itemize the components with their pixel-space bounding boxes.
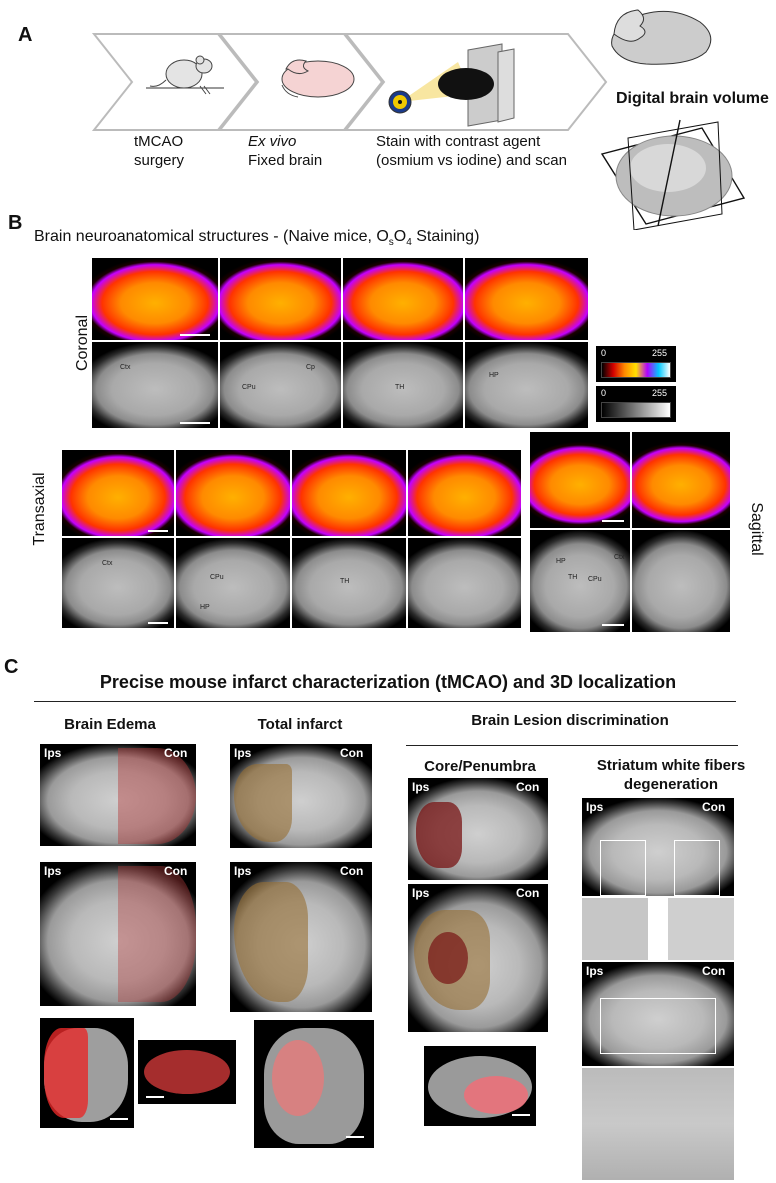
colorbar-heat: 0 255	[596, 346, 676, 382]
scanner-icon	[388, 43, 515, 127]
colorbar-gray: 0 255	[596, 386, 676, 422]
total-infarct-header: Total infarct	[257, 716, 343, 733]
striatum-zoom-con	[668, 898, 734, 960]
step2-caption: Ex vivo Fixed brain	[248, 133, 323, 169]
brain-outline-icon	[611, 9, 712, 65]
core-transaxial: Ips Con	[408, 884, 548, 1032]
mouse-icon	[146, 55, 224, 95]
sagittal-heat-1	[530, 432, 630, 528]
coronal-gray-2: CPu Cp	[220, 342, 341, 428]
coronal-gray-4: HP	[465, 342, 588, 428]
transaxial-gray-4	[408, 538, 521, 628]
striatum-zoom-transaxial	[582, 1068, 734, 1180]
transaxial-gray-1: Ctx	[62, 538, 174, 628]
striatum-coronal: Ips Con	[582, 798, 734, 896]
sagittal-gray-1: HP TH CPu Ctx	[530, 530, 630, 632]
edema-transaxial: Ips Con	[40, 862, 196, 1006]
panel-b-title: Brain neuroanatomical structures - (Naiv…	[34, 228, 480, 249]
core-3d	[424, 1046, 536, 1126]
coronal-label: Coronal	[74, 314, 91, 372]
striatum-transaxial: Ips Con	[582, 962, 734, 1066]
lesion-rule	[406, 745, 738, 746]
sagittal-heat-2	[632, 432, 730, 528]
transaxial-gray-2: CPu HP	[176, 538, 290, 628]
brain-volume-3d	[600, 119, 746, 230]
edema-3d-1	[40, 1018, 134, 1128]
coronal-heat-1	[92, 258, 218, 340]
sagittal-gray-2	[632, 530, 730, 632]
transaxial-heat-4	[408, 450, 521, 536]
total-infarct-transaxial: Ips Con	[230, 862, 372, 1012]
edema-coronal: Ips Con	[40, 744, 196, 846]
panel-c-title: Precise mouse infarct characterization (…	[99, 672, 677, 692]
edema-3d-2	[138, 1040, 236, 1104]
fixed-brain-icon	[281, 59, 355, 98]
sagittal-label: Sagittal	[748, 502, 765, 556]
total-infarct-coronal: Ips Con	[230, 744, 372, 848]
panel-b-letter: B	[8, 212, 23, 234]
panel-a-letter: A	[18, 24, 33, 46]
edema-header: Brain Edema	[64, 716, 156, 733]
transaxial-heat-1	[62, 450, 174, 536]
lesion-header: Brain Lesion discrimination	[471, 712, 669, 729]
workflow-arrows	[91, 33, 608, 131]
coronal-gray-3: TH	[343, 342, 463, 428]
core-header: Core/Penumbra	[424, 758, 536, 775]
transaxial-label: Transaxial	[31, 472, 48, 546]
coronal-gray-1: Ctx	[92, 342, 218, 428]
striatum-zoom-ips	[582, 898, 648, 960]
core-coronal: Ips Con	[408, 778, 548, 880]
transaxial-heat-3	[292, 450, 406, 536]
step1-caption: tMCAO surgery	[134, 133, 185, 169]
title-rule	[34, 701, 736, 702]
panel-c-letter: C	[4, 656, 19, 678]
total-infarct-3d	[254, 1020, 374, 1148]
transaxial-heat-2	[176, 450, 290, 536]
transaxial-gray-3: TH	[292, 538, 406, 628]
step3-caption: Stain with contrast agent (osmium vs iodi…	[376, 133, 567, 169]
volume-label: Digital brain volume	[616, 90, 769, 107]
coronal-heat-4	[465, 258, 588, 340]
coronal-heat-2	[220, 258, 341, 340]
coronal-heat-3	[343, 258, 463, 340]
striatum-header: Striatum white fibers degeneration	[596, 757, 746, 793]
